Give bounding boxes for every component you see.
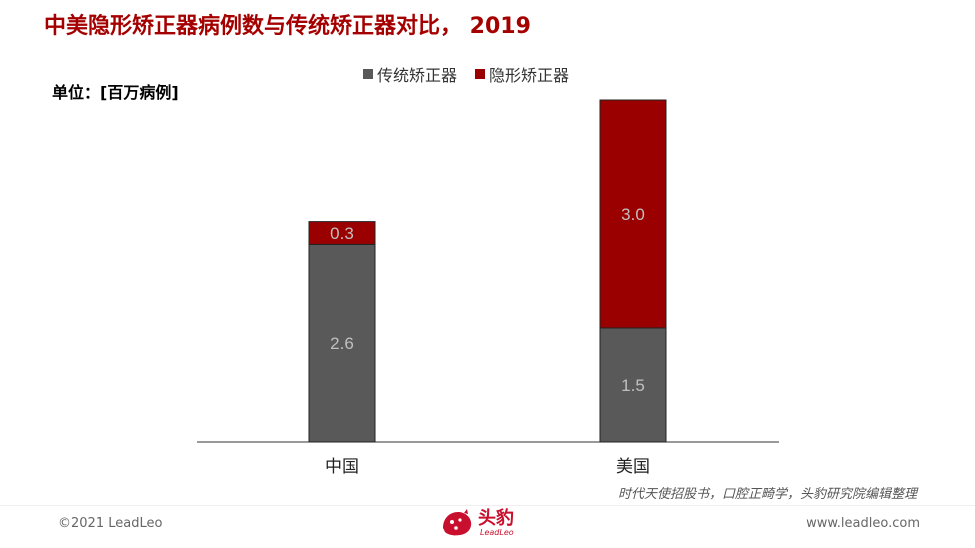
copyright-text: ©2021 LeadLeo: [58, 516, 163, 531]
logo-brand-en: LeadLeo: [480, 527, 514, 537]
x-tick-label-0: 中国: [325, 457, 359, 477]
data-label-traditional-0: 2.6: [330, 334, 354, 353]
bar-traditional-1: [599, 327, 667, 443]
legend-swatch-traditional: [363, 69, 373, 79]
data-label-invisible-1: 3.0: [621, 205, 645, 224]
legend-item-traditional: 传统矫正器: [363, 62, 457, 86]
bar-invisible-1: [599, 99, 667, 329]
x-tick-label-1: 美国: [616, 457, 650, 477]
leopard-logo-icon: [443, 509, 472, 536]
legend-swatch-invisible: [475, 69, 486, 79]
website-link[interactable]: www.leadleo.com: [806, 516, 920, 531]
logo-brand-cn: 头豹: [478, 507, 514, 529]
data-label-invisible-0: 0.3: [330, 224, 354, 243]
leadleo-logo: 头豹 LeadLeo: [440, 508, 514, 538]
chart-legend: 传统矫正器 隐形矫正器: [363, 62, 587, 86]
legend-label-invisible: 隐形矫正器: [489, 66, 570, 85]
page-title: 中美隐形矫正器病例数与传统矫正器对比， 2019: [44, 14, 531, 39]
legend-label-traditional: 传统矫正器: [377, 66, 458, 85]
bar-invisible-0: [308, 221, 376, 245]
data-label-traditional-1: 1.5: [621, 376, 645, 395]
unit-label: 单位：[百万病例]: [52, 83, 179, 102]
source-note: 时代天使招股书，口腔正畸学，头豹研究院编辑整理: [617, 487, 917, 502]
legend-item-invisible: 隐形矫正器: [475, 62, 569, 86]
footer-divider: [0, 505, 975, 506]
